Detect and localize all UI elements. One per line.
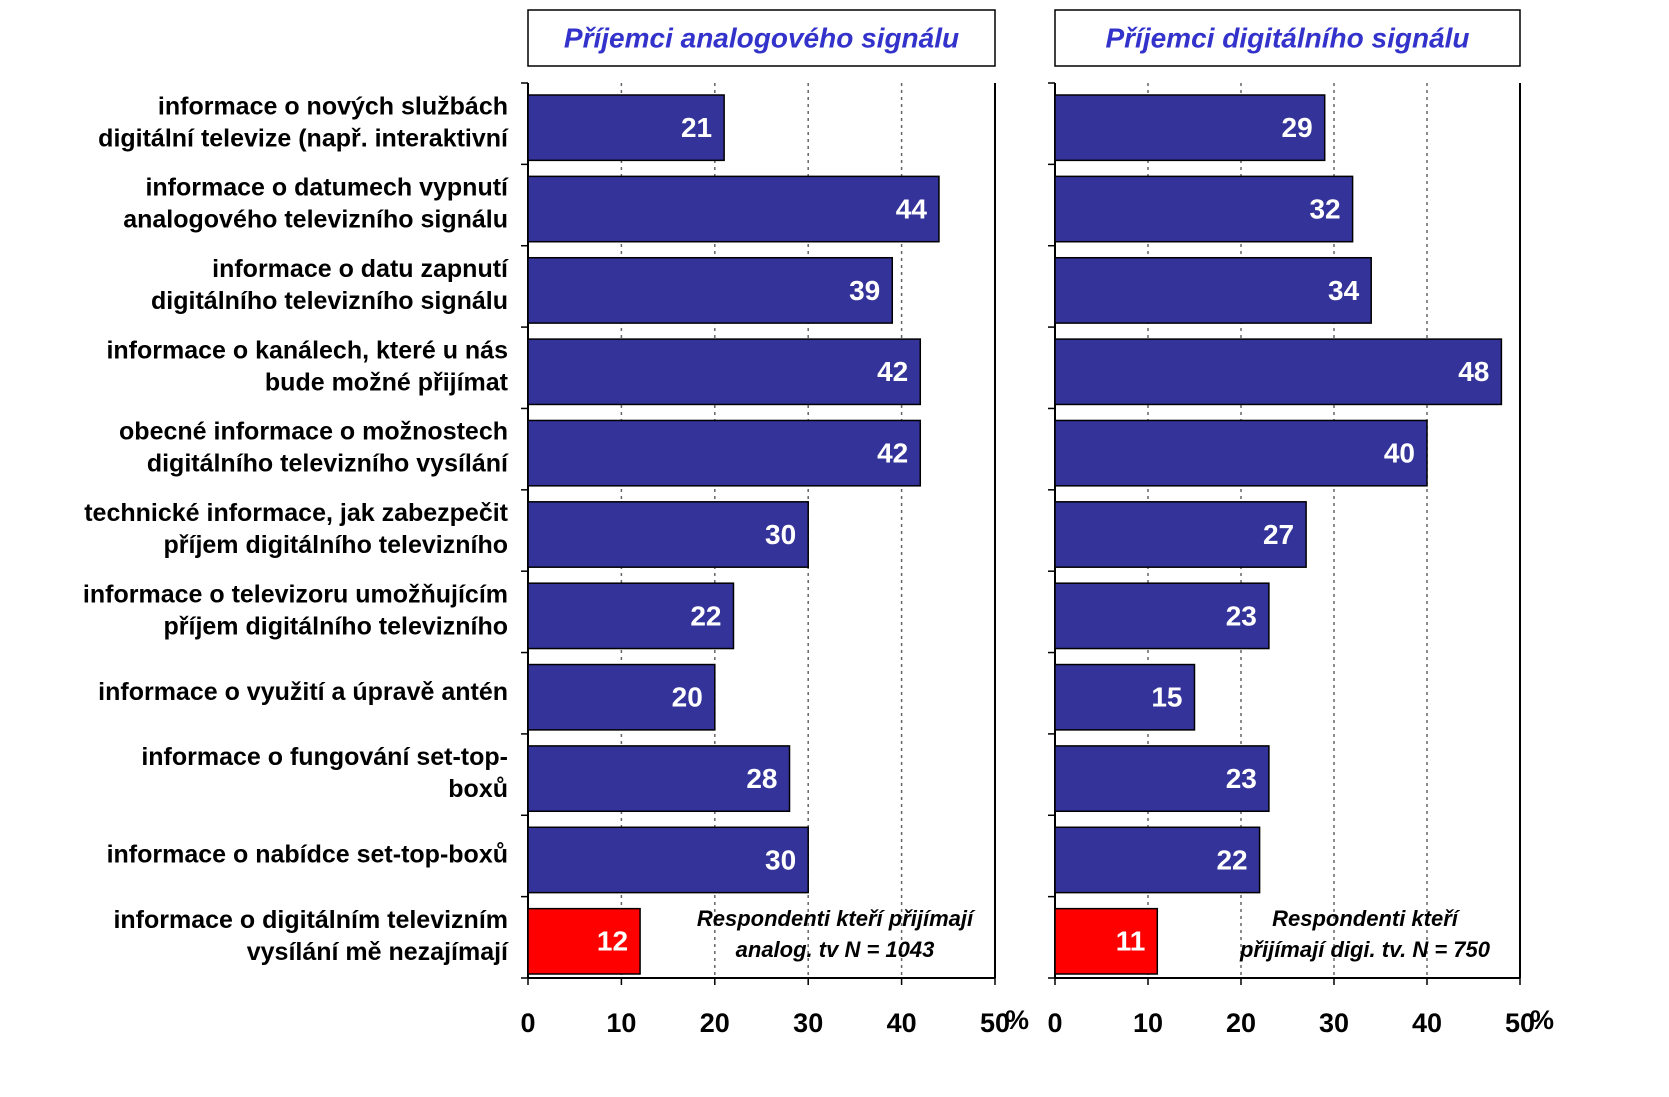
- annotation: Respondenti kteří přijímají: [697, 906, 976, 931]
- value-label: 22: [690, 600, 721, 631]
- value-label: 27: [1263, 519, 1294, 550]
- value-label: 40: [1384, 438, 1415, 469]
- x-tick-label: 50: [980, 1008, 1010, 1038]
- value-label: 42: [877, 356, 908, 387]
- category-label: informace o digitálním televizním: [113, 906, 508, 934]
- value-label: 39: [849, 275, 880, 306]
- title-box: [1054, 9, 1521, 67]
- value-label: 23: [1226, 600, 1257, 631]
- category-label: obecné informace o možnostech: [119, 418, 508, 446]
- x-tick-label: 20: [1226, 1008, 1256, 1038]
- category-label: informace o využití a úpravě antén: [98, 678, 508, 706]
- bar: [1054, 907, 1159, 975]
- category-label: vysílání mě nezajímají: [247, 938, 509, 966]
- bar: [1054, 582, 1270, 650]
- x-tick-label: 40: [887, 1008, 917, 1038]
- x-axis-unit: %: [1005, 1005, 1029, 1035]
- bar: [1054, 826, 1261, 894]
- category-label: informace o datumech vypnutí: [145, 174, 509, 202]
- category-label: informace o fungování set-top-: [141, 743, 508, 771]
- bar: [527, 663, 716, 731]
- x-tick-label: 40: [1412, 1008, 1442, 1038]
- category-label: bude možné přijímat: [265, 368, 509, 396]
- bar: [1054, 338, 1503, 406]
- category-label: informace o datu zapnutí: [212, 255, 509, 283]
- value-label: 22: [1216, 844, 1247, 875]
- bar: [527, 826, 809, 894]
- value-label: 11: [1116, 926, 1146, 957]
- x-tick-label: 10: [606, 1008, 636, 1038]
- category-label: digitálního televizního signálu: [151, 287, 508, 315]
- category-label: informace o nových službách: [158, 92, 508, 120]
- bar: [527, 582, 735, 650]
- value-label: 48: [1458, 356, 1489, 387]
- value-label: 30: [765, 519, 796, 550]
- value-label: 44: [896, 193, 928, 224]
- bar: [527, 338, 922, 406]
- bar: [527, 501, 809, 568]
- category-label: příjem digitálního televizního: [164, 531, 508, 559]
- x-axis-unit: %: [1530, 1005, 1554, 1035]
- value-label: 23: [1226, 763, 1257, 794]
- value-label: 30: [765, 844, 796, 875]
- value-label: 42: [877, 438, 908, 469]
- bar: [527, 256, 894, 324]
- value-label: 15: [1151, 682, 1182, 713]
- x-tick-label: 50: [1505, 1008, 1535, 1038]
- annotation: přijímají digi. tv. N = 750: [1239, 937, 1491, 962]
- bar: [527, 94, 725, 162]
- category-label: informace o televizoru umožňujícím: [83, 580, 508, 608]
- x-tick-label: 10: [1133, 1008, 1163, 1038]
- panel-title: Příjemci digitálního signálu: [1105, 22, 1469, 53]
- panel-title: Příjemci analogového signálu: [564, 22, 959, 53]
- value-label: 28: [746, 763, 777, 794]
- x-tick-label: 30: [793, 1008, 823, 1038]
- x-tick-label: 30: [1319, 1008, 1349, 1038]
- bar: [527, 907, 641, 975]
- value-label: 34: [1328, 275, 1360, 306]
- category-label: digitální televize (např. interaktivní: [98, 124, 509, 152]
- bar: [1054, 501, 1307, 568]
- x-tick-label: 0: [520, 1008, 535, 1038]
- category-label: příjem digitálního televizního: [164, 612, 508, 640]
- bar: [527, 745, 791, 813]
- value-label: 32: [1309, 193, 1340, 224]
- annotation: analog. tv N = 1043: [736, 937, 935, 962]
- category-label: analogového televizního signálu: [123, 206, 508, 234]
- annotation: Respondenti kteří: [1272, 906, 1461, 931]
- bar: [1054, 256, 1372, 324]
- bar: [1054, 745, 1270, 813]
- category-label: informace o kanálech, které u nás: [106, 336, 508, 364]
- x-tick-label: 20: [700, 1008, 730, 1038]
- category-label: boxů: [448, 775, 508, 803]
- bar: [1054, 663, 1196, 731]
- category-label: digitálního televizního vysílání: [147, 450, 509, 478]
- value-label: 21: [681, 112, 712, 143]
- x-tick-label: 0: [1047, 1008, 1062, 1038]
- bar: [527, 419, 922, 487]
- category-label: technické informace, jak zabezpečit: [84, 499, 508, 527]
- category-label: informace o nabídce set-top-boxů: [107, 841, 508, 869]
- bar: [1054, 94, 1326, 162]
- bar: [527, 175, 940, 243]
- bar: [1054, 175, 1354, 243]
- bar: [1054, 419, 1428, 487]
- value-label: 20: [672, 682, 703, 713]
- title-box: [527, 9, 996, 67]
- value-label: 29: [1282, 112, 1313, 143]
- value-label: 12: [597, 926, 628, 957]
